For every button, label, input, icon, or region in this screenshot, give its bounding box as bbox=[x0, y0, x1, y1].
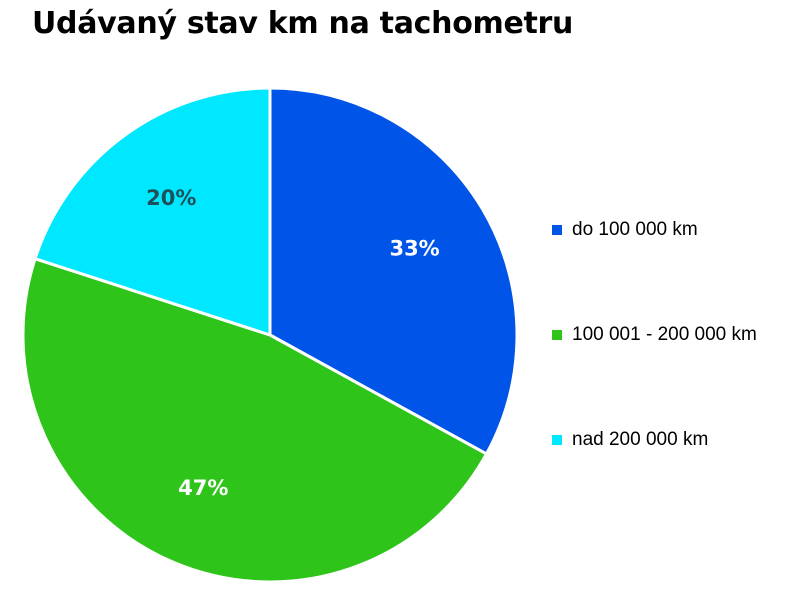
pie-slice-0 bbox=[268, 86, 519, 456]
chart-title: Udávaný stav km na tachometru bbox=[32, 6, 574, 41]
pie-slices bbox=[21, 86, 519, 584]
legend-swatch-icon bbox=[552, 435, 562, 445]
legend-item-100001-200000: 100 001 - 200 000 km bbox=[552, 321, 757, 349]
legend-label: 100 001 - 200 000 km bbox=[572, 324, 757, 345]
legend-swatch-icon bbox=[552, 225, 562, 235]
pie-slice-2 bbox=[33, 86, 272, 337]
data-label-1: 47% bbox=[178, 476, 228, 500]
pie-data-labels: 33% 47% 20% bbox=[146, 186, 440, 500]
data-label-2: 20% bbox=[146, 186, 196, 210]
legend-label: do 100 000 km bbox=[572, 219, 698, 240]
legend-label: nad 200 000 km bbox=[572, 429, 709, 450]
legend-item-do-100000: do 100 000 km bbox=[552, 216, 757, 244]
legend-swatch-icon bbox=[552, 330, 562, 340]
legend-item-nad-200000: nad 200 000 km bbox=[552, 426, 757, 454]
legend: do 100 000 km 100 001 - 200 000 km nad 2… bbox=[552, 216, 757, 531]
pie-slice-1 bbox=[21, 257, 488, 584]
data-label-0: 33% bbox=[389, 237, 439, 261]
